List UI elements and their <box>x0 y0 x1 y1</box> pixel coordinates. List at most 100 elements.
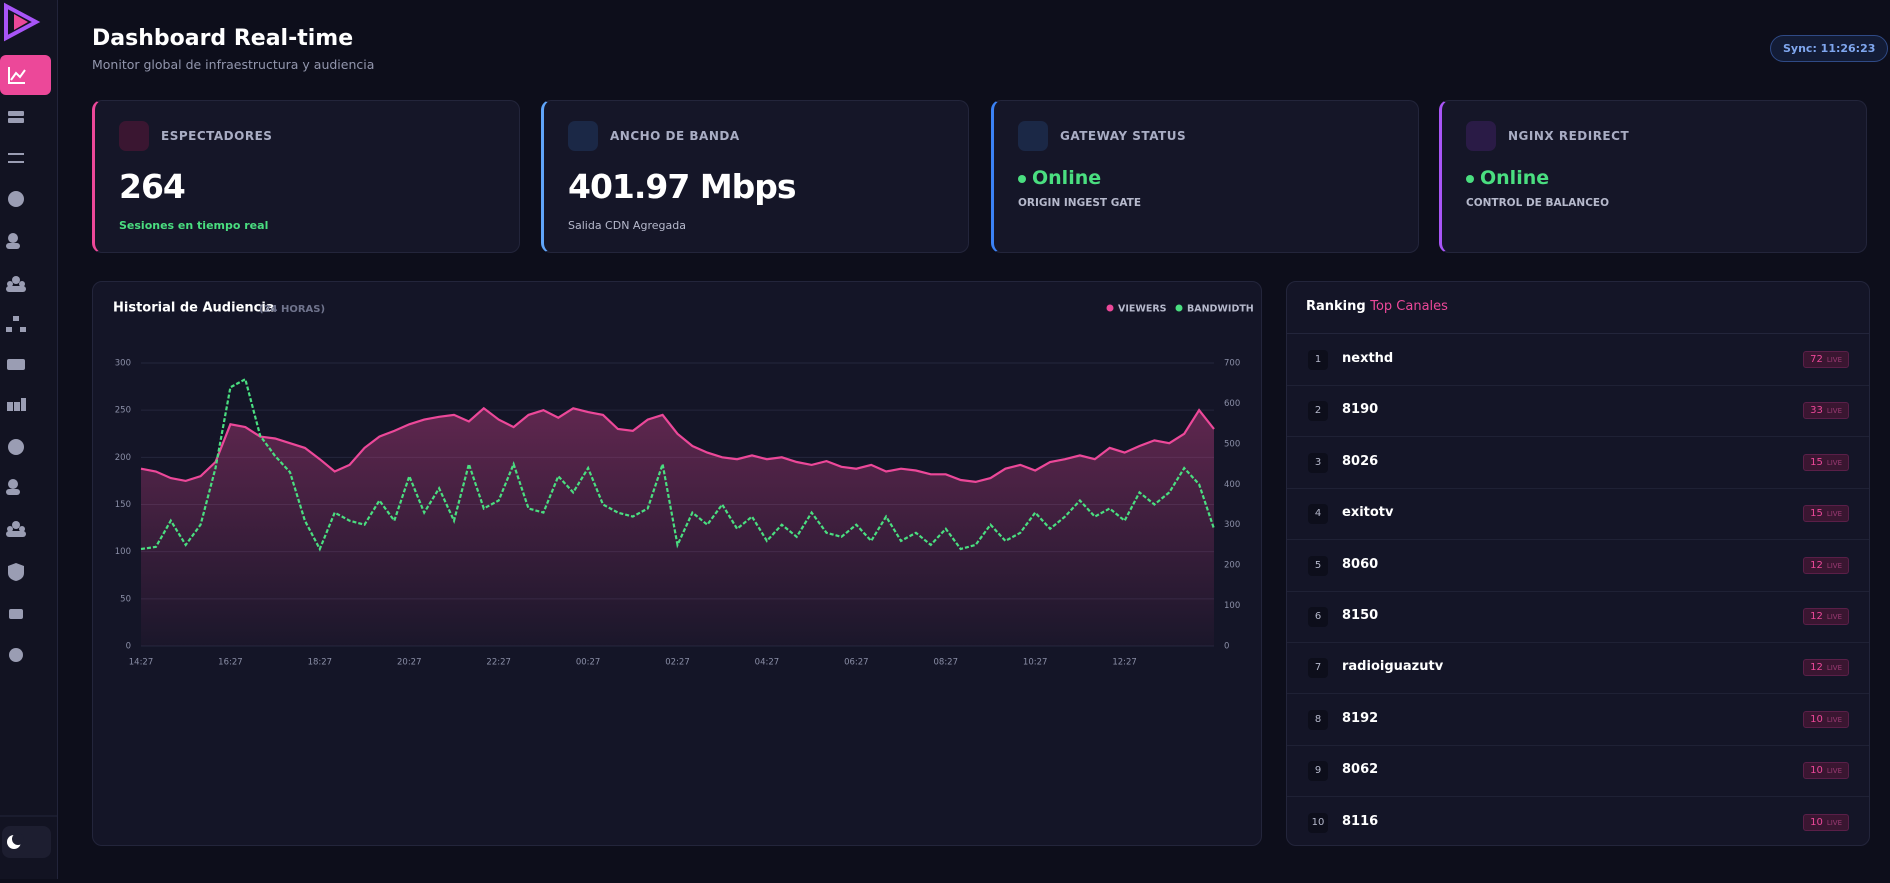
viewer-count: 12 <box>1810 662 1823 674</box>
channel-name: nexthd <box>1342 351 1394 366</box>
channel-name: 8190 <box>1342 402 1379 418</box>
live-badge: 10 LIVE <box>1803 813 1849 831</box>
legend-dot <box>1175 304 1183 312</box>
y-tick-label: 100 <box>115 547 131 557</box>
ranking-row[interactable]: 7 radioiguazutv 12 LIVE <box>1287 642 1869 695</box>
channel-name: 8026 <box>1342 453 1379 469</box>
ranking-row[interactable]: 8 8192 10 LIVE <box>1287 694 1869 746</box>
x-tick-label: 06:27 <box>844 658 869 668</box>
nav-icons[interactable] <box>6 111 26 662</box>
rank-number: 3 <box>1308 452 1328 473</box>
live-badge: 12 LIVE <box>1803 659 1849 677</box>
y2-tick-label: 500 <box>1224 439 1240 449</box>
rank-number: 4 <box>1308 504 1328 525</box>
x-tick-label: 04:27 <box>755 658 780 668</box>
rank-number: 9 <box>1308 761 1328 782</box>
rank-number: 6 <box>1308 607 1328 627</box>
live-badge: 33 LIVE <box>1803 402 1849 420</box>
series-line <box>140 377 1216 552</box>
status-dot <box>1466 175 1474 183</box>
ranking-row[interactable]: 10 8116 10 LIVE <box>1287 797 1869 845</box>
viewer-count: 12 <box>1810 559 1823 571</box>
y2-tick-label: 200 <box>1224 561 1240 571</box>
viewer-count: 15 <box>1810 456 1823 468</box>
area <box>141 408 1214 646</box>
sidebar-icons <box>0 2 57 858</box>
rank-number: 5 <box>1308 555 1328 576</box>
card-note: Salida CDN Agregada <box>568 219 686 232</box>
y-tick-label: 200 <box>115 453 131 463</box>
card-icon <box>568 121 598 151</box>
live-badge: 72 LIVE <box>1803 351 1849 368</box>
badge-label: LIVE <box>1826 613 1842 621</box>
sync-badge: Sync: 11:26:23 <box>1770 35 1889 62</box>
sidebar <box>0 0 58 879</box>
live-badge: 10 LIVE <box>1803 762 1849 780</box>
ranking-row[interactable]: 3 8026 15 LIVE <box>1287 437 1869 489</box>
rank-number: 10 <box>1308 812 1328 833</box>
live-badge: 12 LIVE <box>1803 556 1849 574</box>
y2-tick-label: 400 <box>1224 480 1240 490</box>
ranking-title: Ranking Top Canales <box>1306 299 1448 314</box>
badge-label: LIVE <box>1826 664 1842 673</box>
chart: Historial de Audiencia (24 HORAS) 0 50 100… <box>113 301 1254 668</box>
series-line <box>140 406 1215 484</box>
card-value: Online <box>1032 167 1102 189</box>
channel-name: 8060 <box>1342 556 1379 572</box>
ranking-row[interactable]: 1 nexthd 72 LIVE <box>1287 334 1869 386</box>
card-value: 401.97 Mbps <box>568 167 797 206</box>
legend-dot <box>1106 304 1114 312</box>
x-tick-label: 08:27 <box>934 658 959 668</box>
channel-name: radioiguazutv <box>1342 659 1444 675</box>
card-label: ANCHO DE BANDA <box>610 129 740 143</box>
y2-tick-label: 700 <box>1224 359 1240 369</box>
rank-number: 1 <box>1308 350 1328 370</box>
x-tick-label: 18:27 <box>308 658 333 668</box>
channel-name: 8192 <box>1342 710 1379 726</box>
active-nav[interactable] <box>0 55 51 95</box>
chart-subtitle: (24 HORAS) <box>259 304 325 315</box>
viewer-count: 10 <box>1810 713 1823 725</box>
y-tick-label: 150 <box>115 500 131 510</box>
nav-icon[interactable] <box>8 67 26 84</box>
legend-label: BANDWIDTH <box>1187 304 1254 315</box>
x-tick-label: 12:27 <box>1112 658 1137 668</box>
card-label: NGINX REDIRECT <box>1508 129 1630 143</box>
ranking-row[interactable]: 6 8150 12 LIVE <box>1287 591 1869 643</box>
badge-label: LIVE <box>1826 715 1842 724</box>
ranking-title-text: Ranking <box>1306 299 1366 314</box>
logo <box>4 2 41 42</box>
card-icon <box>1466 121 1496 151</box>
badge-label: LIVE <box>1826 818 1842 827</box>
theme-toggle[interactable] <box>2 826 51 858</box>
viewer-count: 10 <box>1810 816 1823 828</box>
chart-panel: Historial de Audiencia (24 HORAS) 0 50 100… <box>92 281 1262 846</box>
channel-name: 8062 <box>1342 762 1379 778</box>
ranking-row[interactable]: 5 8060 12 LIVE <box>1287 540 1869 592</box>
channel-name: 8150 <box>1342 608 1379 623</box>
y2-tick-label: 100 <box>1224 601 1240 611</box>
y-tick-label: 0 <box>126 642 131 652</box>
ranking-row[interactable]: 4 exitotv 15 LIVE <box>1287 488 1869 541</box>
badge-label: LIVE <box>1826 561 1842 570</box>
card-value: 264 <box>119 167 186 206</box>
ranking-panel: Ranking Top Canales 1 nexthd 72 LIVE 2 8190 33… <box>1286 281 1870 846</box>
y2-tick-label: 600 <box>1224 399 1240 409</box>
viewer-count: 33 <box>1810 405 1823 417</box>
viewer-count: 15 <box>1810 508 1823 520</box>
y2-tick-label: 300 <box>1224 520 1240 530</box>
x-tick-label: 20:27 <box>397 658 422 668</box>
divider <box>1287 333 1869 334</box>
card: GATEWAY STATUS Online ORIGIN INGEST GATE <box>991 100 1419 253</box>
chart-title: Historial de Audiencia <box>113 301 275 316</box>
badge-label: LIVE <box>1826 407 1842 416</box>
live-badge: 15 LIVE <box>1803 505 1849 523</box>
ranking-row[interactable]: 9 8062 10 LIVE <box>1287 745 1869 798</box>
live-badge: 12 LIVE <box>1803 608 1849 625</box>
logo-inner <box>14 14 28 30</box>
y2-tick-label: 0 <box>1224 642 1229 652</box>
card-icon <box>119 121 149 151</box>
card-note: Sesiones en tiempo real <box>119 219 269 232</box>
ranking-row[interactable]: 2 8190 33 LIVE <box>1287 385 1869 438</box>
